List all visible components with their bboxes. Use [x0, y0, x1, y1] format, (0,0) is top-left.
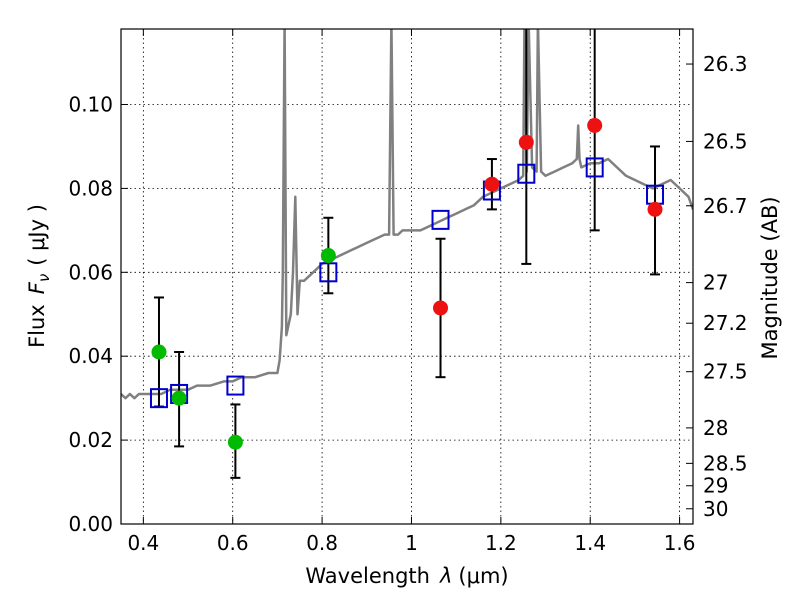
model-photometry-square — [517, 163, 536, 184]
red-data-point — [518, 134, 534, 150]
y2-tick-label: 28.5 — [703, 451, 748, 475]
model-spectrum-line — [121, 29, 693, 400]
y2-tick-label: 26.5 — [703, 129, 748, 153]
green-data-point — [171, 390, 187, 406]
y2-tick-label: 26.7 — [703, 194, 748, 218]
green-data-point — [227, 434, 243, 450]
y2-tick-label: 28 — [703, 416, 728, 440]
y2-tick-label: 27.2 — [703, 311, 748, 335]
x-axis-label: Wavelength λ (μm) — [305, 564, 508, 588]
x-tick-label: 0.6 — [217, 531, 249, 555]
y2-tick-label: 27.5 — [703, 360, 748, 384]
red-data-point — [647, 201, 663, 217]
y-tick-label: 0.10 — [68, 93, 113, 117]
x-tick-label: 1 — [405, 531, 418, 555]
y2-axis-label: Magnitude (AB) — [758, 196, 782, 359]
model-photometry-square — [585, 157, 604, 178]
x-tick-label: 1.4 — [574, 531, 606, 555]
markers — [149, 29, 665, 479]
red-data-point — [484, 176, 500, 192]
model-photometry-square — [431, 209, 450, 230]
red-data-point — [587, 117, 603, 133]
model-photometry-square — [226, 375, 245, 396]
plot-frame — [120, 28, 694, 525]
y-axis-label: FluxFν( μJy ) — [25, 204, 53, 348]
y-tick-label: 0.04 — [68, 344, 113, 368]
x-tick-label: 0.4 — [127, 531, 159, 555]
x-tick-label: 1.6 — [664, 531, 696, 555]
y2-tick-label: 29 — [703, 474, 728, 498]
green-data-point — [151, 344, 167, 360]
y-tick-label: 0.00 — [68, 512, 113, 536]
axes: 0.4 0.6 0.8 1 1.2 1.4 1.6 0.00 0.02 0.04 0.06 0.08 0… — [68, 29, 748, 555]
y2-tick-label: 30 — [703, 497, 728, 521]
y2-tick-label: 26.3 — [703, 52, 748, 76]
green-data-point — [320, 248, 336, 264]
grid — [121, 29, 693, 524]
model-photometry-square — [319, 262, 338, 283]
y2-tick-label: 27 — [703, 271, 728, 295]
x-tick-label: 0.8 — [306, 531, 338, 555]
y-tick-label: 0.02 — [68, 428, 113, 452]
plot-area — [121, 29, 693, 400]
model-photometry-square — [149, 388, 168, 409]
x-tick-label: 1.2 — [485, 531, 517, 555]
red-data-point — [433, 300, 449, 316]
y-tick-label: 0.08 — [68, 176, 113, 200]
y-tick-label: 0.06 — [68, 260, 113, 284]
